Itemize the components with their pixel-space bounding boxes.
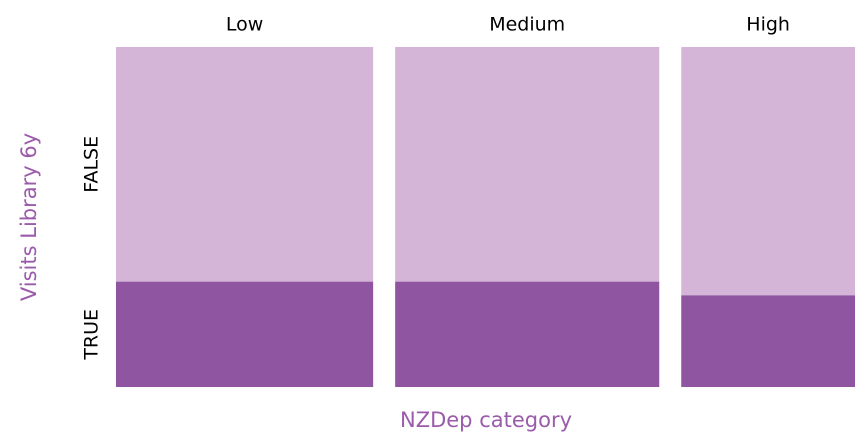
mosaic-tile xyxy=(116,47,374,282)
mosaic-tile xyxy=(116,281,374,387)
mosaic-tile xyxy=(681,295,855,387)
mosaic-tile xyxy=(681,47,855,296)
y-axis-title: Visits Library 6y xyxy=(17,133,41,301)
row-label: TRUE xyxy=(81,309,103,361)
row-label: FALSE xyxy=(81,136,103,193)
mosaic-tile xyxy=(395,281,660,387)
column-label: High xyxy=(746,14,790,36)
x-axis-title: NZDep category xyxy=(400,408,572,432)
column-label: Low xyxy=(226,14,263,36)
mosaic-tile xyxy=(395,47,660,282)
column-label: Medium xyxy=(489,14,565,36)
